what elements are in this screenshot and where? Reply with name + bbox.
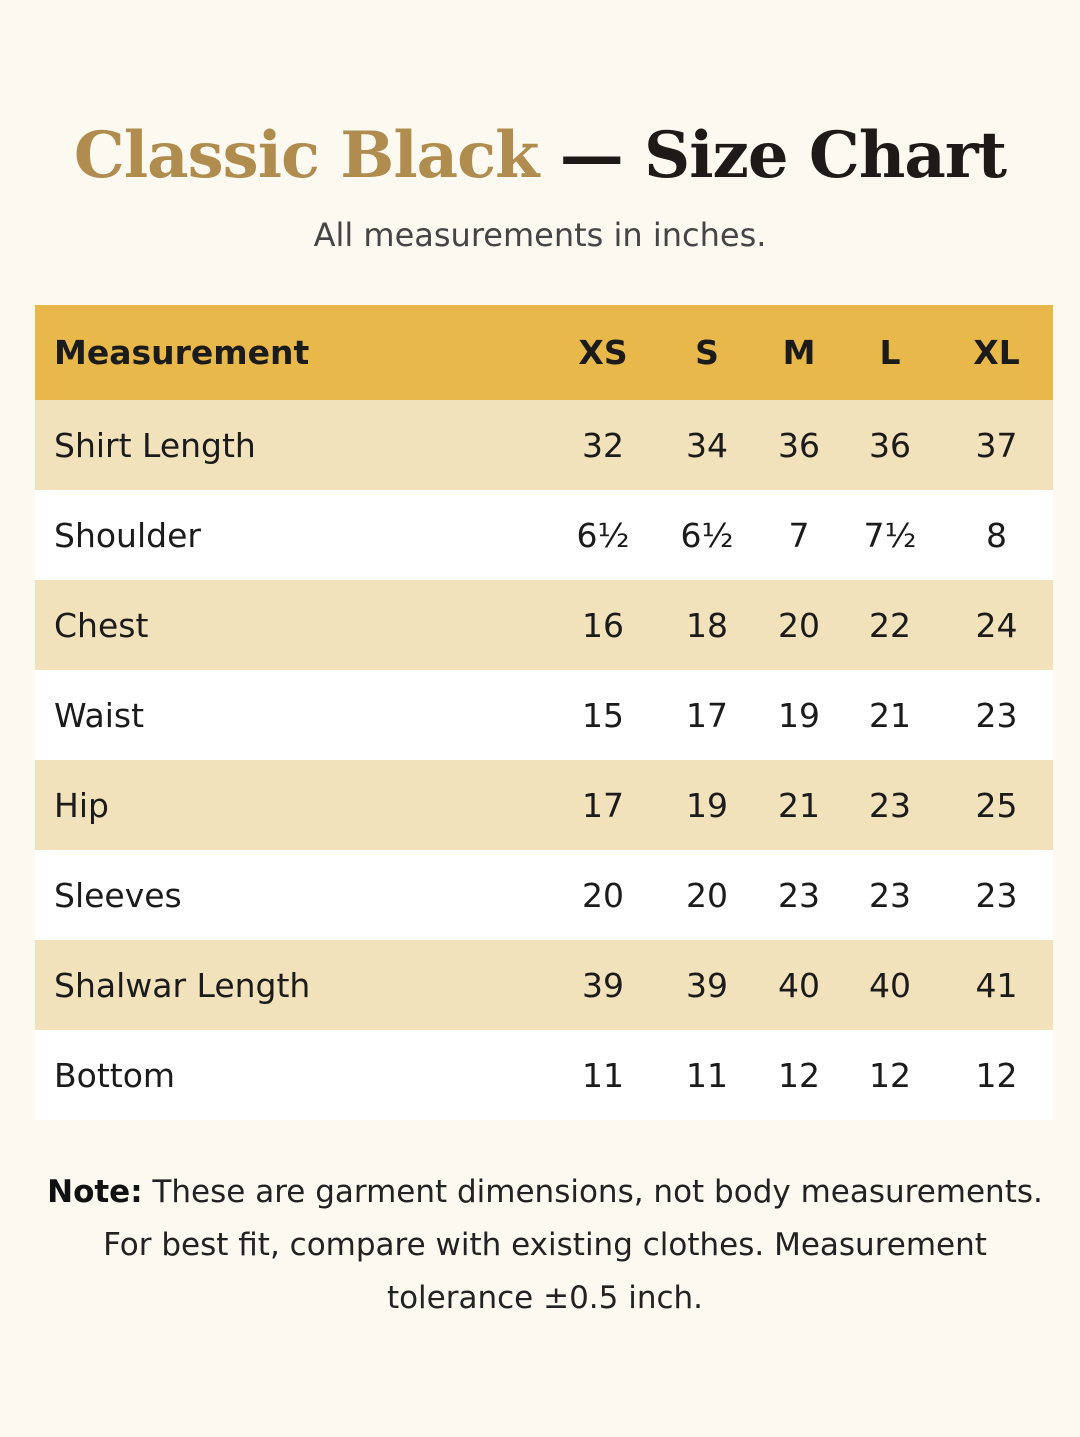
row-label: Shirt Length	[35, 400, 550, 490]
cell: 17	[656, 670, 758, 760]
cell: 39	[550, 940, 656, 1030]
cell: 22	[840, 580, 940, 670]
cell: 12	[940, 1030, 1053, 1120]
column-header: L	[840, 305, 940, 400]
cell: 40	[758, 940, 840, 1030]
cell: 11	[656, 1030, 758, 1120]
table-row: Waist 15 17 19 21 23	[35, 670, 1053, 760]
cell: 39	[656, 940, 758, 1030]
size-table: Measurement XS S M L XL Shirt Length 32 34 36 36 3…	[35, 305, 1053, 1120]
cell: 36	[840, 400, 940, 490]
cell: 6½	[550, 490, 656, 580]
cell: 21	[758, 760, 840, 850]
column-header: XL	[940, 305, 1053, 400]
table-row: Shirt Length 32 34 36 36 37	[35, 400, 1053, 490]
table-row: Hip 17 19 21 23 25	[35, 760, 1053, 850]
table-row: Sleeves 20 20 23 23 23	[35, 850, 1053, 940]
cell: 41	[940, 940, 1053, 1030]
column-header: Measurement	[35, 305, 550, 400]
cell: 17	[550, 760, 656, 850]
cell: 20	[656, 850, 758, 940]
cell: 40	[840, 940, 940, 1030]
cell: 23	[758, 850, 840, 940]
cell: 37	[940, 400, 1053, 490]
cell: 23	[840, 850, 940, 940]
subtitle: All measurements in inches.	[313, 216, 767, 254]
cell: 23	[840, 760, 940, 850]
cell: 7	[758, 490, 840, 580]
cell: 8	[940, 490, 1053, 580]
table-row: Shalwar Length 39 39 40 40 41	[35, 940, 1053, 1030]
row-label: Chest	[35, 580, 550, 670]
table-row: Shoulder 6½ 6½ 7 7½ 8	[35, 490, 1053, 580]
column-header: XS	[550, 305, 656, 400]
cell: 15	[550, 670, 656, 760]
row-label: Sleeves	[35, 850, 550, 940]
note: Note: These are garment dimensions, not …	[35, 1166, 1055, 1325]
cell: 16	[550, 580, 656, 670]
row-label: Bottom	[35, 1030, 550, 1120]
title-main: Size Chart	[644, 118, 1007, 193]
title-dash: —	[559, 118, 624, 193]
cell: 12	[840, 1030, 940, 1120]
row-label: Hip	[35, 760, 550, 850]
cell: 7½	[840, 490, 940, 580]
cell: 23	[940, 850, 1053, 940]
column-header: M	[758, 305, 840, 400]
cell: 12	[758, 1030, 840, 1120]
cell: 23	[940, 670, 1053, 760]
cell: 24	[940, 580, 1053, 670]
header-row: Measurement XS S M L XL	[35, 305, 1053, 400]
column-header: S	[656, 305, 758, 400]
cell: 20	[550, 850, 656, 940]
table-row: Bottom 11 11 12 12 12	[35, 1030, 1053, 1120]
row-label: Waist	[35, 670, 550, 760]
note-label: Note:	[47, 1174, 143, 1210]
cell: 19	[656, 760, 758, 850]
cell: 25	[940, 760, 1053, 850]
title: Classic Black — Size Chart	[0, 118, 1080, 193]
cell: 21	[840, 670, 940, 760]
title-accent: Classic Black	[73, 118, 540, 193]
cell: 19	[758, 670, 840, 760]
row-label: Shalwar Length	[35, 940, 550, 1030]
cell: 34	[656, 400, 758, 490]
cell: 20	[758, 580, 840, 670]
cell: 11	[550, 1030, 656, 1120]
cell: 18	[656, 580, 758, 670]
table-row: Chest 16 18 20 22 24	[35, 580, 1053, 670]
cell: 32	[550, 400, 656, 490]
cell: 36	[758, 400, 840, 490]
row-label: Shoulder	[35, 490, 550, 580]
table-body: Shirt Length 32 34 36 36 37 Shoulder 6½ 6½ 7 7½ 8 Ch…	[35, 400, 1053, 1120]
note-text: These are garment dimensions, not body m…	[103, 1174, 1043, 1316]
cell: 6½	[656, 490, 758, 580]
